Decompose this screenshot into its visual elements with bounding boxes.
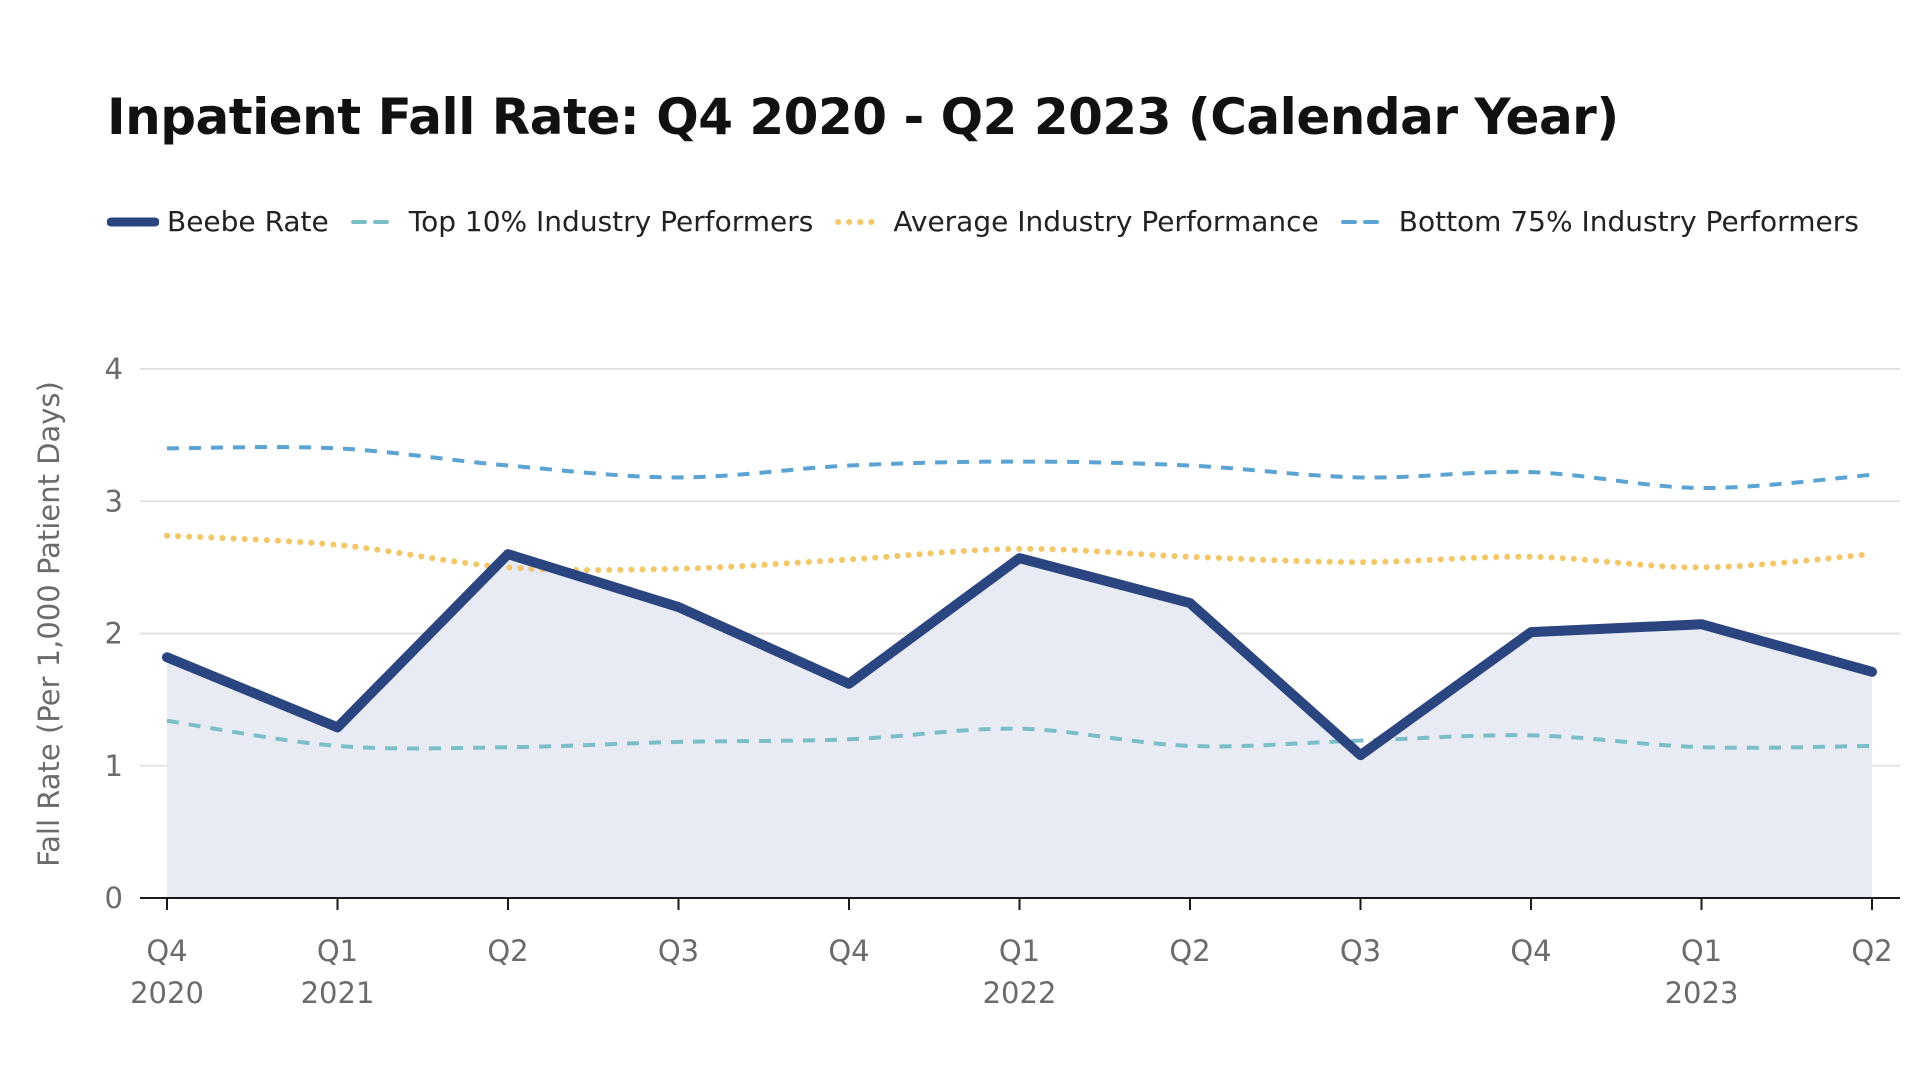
- x-tick-year-label: 2023: [1665, 976, 1739, 1010]
- legend-label-bottom-75: Bottom 75% Industry Performers: [1398, 205, 1859, 238]
- x-tick-label: Q1: [999, 934, 1040, 968]
- series-line-average: [164, 532, 1875, 574]
- legend-item-beebe-rate[interactable]: Beebe Rate: [107, 205, 329, 238]
- series-line-bottom-75: [166, 445, 1873, 491]
- legend-label-top-10: Top 10% Industry Performers: [408, 205, 814, 238]
- axis-layer: 0 1 2 3 4 Q4 2020 Q1 2021 Q2 Q3 Q4 Q1 2022 Q2 Q3 Q4 Q1 202…: [105, 352, 1900, 1010]
- x-tick-year-label: 2022: [983, 976, 1057, 1010]
- series-line-beebe-rate: [162, 549, 1877, 761]
- y-tick-label: 4: [105, 352, 123, 386]
- x-tick-label: Q4: [1510, 934, 1551, 968]
- x-tick-year-label: 2020: [130, 976, 204, 1010]
- legend-swatch-beebe-rate: [107, 217, 159, 226]
- legend-swatch-bottom-75: [1340, 219, 1389, 224]
- legend-item-average[interactable]: Average Industry Performance: [833, 205, 1319, 238]
- legend-item-top-10[interactable]: Top 10% Industry Performers: [349, 205, 814, 238]
- x-tick-year-label: 2021: [301, 976, 375, 1010]
- y-axis-title: Fall Rate (Per 1,000 Patient Days): [32, 381, 66, 867]
- y-tick-label: 1: [105, 749, 123, 783]
- series-area-beebe-rate: [167, 554, 1872, 898]
- legend-swatch-average: [835, 218, 885, 225]
- y-tick-label: 2: [105, 617, 123, 651]
- series-layer: [162, 445, 1877, 761]
- x-tick-label: Q4: [828, 934, 869, 968]
- legend: Beebe Rate Top 10% Industry Performers A…: [107, 205, 1879, 238]
- x-tick-label: Q2: [1851, 934, 1892, 968]
- y-tick-label: 0: [105, 881, 123, 915]
- legend-label-average: Average Industry Performance: [893, 205, 1319, 238]
- x-tick-label: Q1: [317, 934, 358, 968]
- legend-label-beebe-rate: Beebe Rate: [167, 205, 329, 238]
- y-tick-label: 3: [105, 484, 123, 518]
- x-tick-label: Q1: [1681, 934, 1722, 968]
- x-tick-label: Q3: [1340, 934, 1381, 968]
- x-tick-label: Q4: [146, 934, 187, 968]
- chart-title: Inpatient Fall Rate: Q4 2020 - Q2 2023 (…: [107, 88, 1619, 146]
- legend-item-bottom-75[interactable]: Bottom 75% Industry Performers: [1339, 205, 1859, 238]
- x-tick-label: Q2: [487, 934, 528, 968]
- area-layer: [167, 554, 1872, 898]
- series-line-top-10: [166, 718, 1873, 751]
- x-tick-label: Q3: [658, 934, 699, 968]
- legend-swatch-top-10: [350, 219, 399, 224]
- x-tick-label: Q2: [1169, 934, 1210, 968]
